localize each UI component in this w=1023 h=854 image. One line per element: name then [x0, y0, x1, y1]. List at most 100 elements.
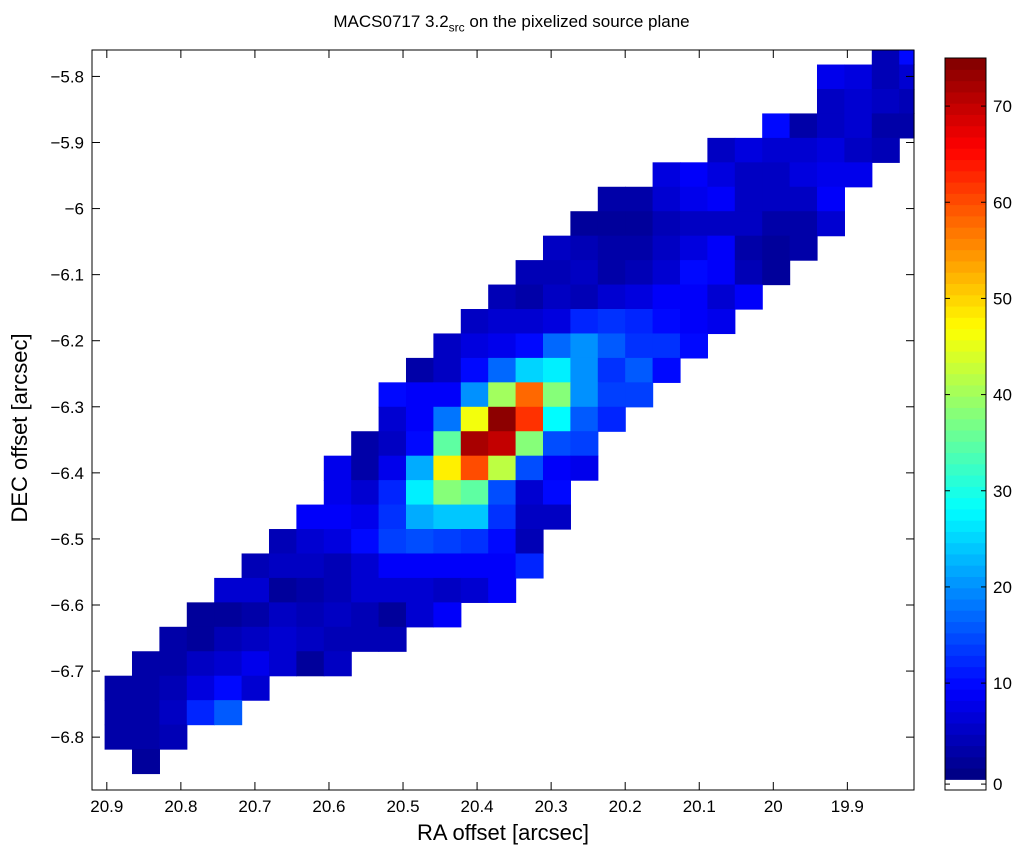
heatmap-cell — [625, 260, 654, 286]
heatmap-cell — [570, 284, 599, 310]
colorbar-segment — [945, 339, 986, 352]
heatmap-cell — [214, 626, 243, 652]
heatmap-cell — [433, 602, 462, 628]
colorbar-segment — [945, 756, 986, 769]
heatmap-cell — [433, 455, 462, 481]
heatmap-cell — [488, 529, 517, 555]
x-axis-label: RA offset [arcsec] — [416, 820, 589, 845]
heatmap-cell — [652, 235, 681, 261]
colorbar-segment — [945, 587, 986, 600]
colorbar-segment — [945, 452, 986, 465]
colorbar-tick-label: 60 — [993, 193, 1012, 212]
heatmap-cell — [241, 577, 270, 603]
y-tick-label: −6 — [65, 200, 84, 219]
heatmap-cell — [214, 675, 243, 701]
heatmap-cell — [405, 406, 434, 432]
colorbar-segment — [945, 215, 986, 228]
heatmap-cell — [405, 431, 434, 457]
heatmap-cell — [378, 406, 407, 432]
heatmap-cell — [789, 113, 818, 139]
heatmap-cell — [515, 504, 544, 530]
heatmap-cell — [652, 186, 681, 212]
heatmap-cell — [652, 284, 681, 310]
heatmap-cell — [734, 162, 763, 188]
heatmap-cell — [762, 211, 791, 237]
heatmap-cell — [351, 553, 380, 579]
heatmap-cell — [323, 553, 352, 579]
colorbar-tick-label: 10 — [993, 674, 1012, 693]
heatmap-cell — [679, 211, 708, 237]
heatmap-cell — [214, 602, 243, 628]
heatmap-cell — [433, 577, 462, 603]
y-tick-label: −6.7 — [50, 662, 84, 681]
heatmap-cell — [488, 284, 517, 310]
heatmap-cell — [351, 504, 380, 530]
y-tick-label: −6.5 — [50, 530, 84, 549]
colorbar-segment — [945, 69, 986, 82]
heatmap-cell — [652, 357, 681, 383]
heatmap-cell — [570, 382, 599, 408]
colorbar-segment — [945, 497, 986, 510]
heatmap-cell — [433, 406, 462, 432]
colorbar-segment — [945, 576, 986, 589]
colorbar-tick-label: 70 — [993, 97, 1012, 116]
x-tick-label: 20.5 — [386, 797, 419, 816]
heatmap-cell — [707, 260, 736, 286]
heatmap-cell — [597, 309, 626, 335]
heatmap-cell — [378, 480, 407, 506]
heatmap-cell — [542, 431, 571, 457]
heatmap-cell — [378, 455, 407, 481]
colorbar-segment — [945, 542, 986, 555]
heatmap-cell — [816, 211, 845, 237]
heatmap-cell — [241, 602, 270, 628]
colorbar-tick-label: 40 — [993, 386, 1012, 405]
colorbar-segment — [945, 520, 986, 532]
heatmap-cell — [296, 626, 325, 652]
heatmap-cell — [844, 88, 873, 115]
heatmap-cell — [679, 333, 708, 359]
heatmap-cell — [762, 235, 791, 261]
heatmap-cell — [570, 455, 599, 481]
heatmap-cell — [625, 211, 654, 237]
heatmap-cell — [405, 504, 434, 530]
heatmap-cell — [241, 651, 270, 677]
colorbar-segment — [945, 362, 986, 375]
heatmap-cell — [515, 431, 544, 457]
heatmap-cell — [652, 309, 681, 335]
heatmap-cell — [296, 553, 325, 579]
heatmap-cell — [625, 186, 654, 212]
colorbar-segment — [945, 193, 986, 206]
heatmap-cell — [789, 186, 818, 212]
heatmap-cell — [625, 382, 654, 408]
heatmap-cell — [707, 309, 736, 335]
colorbar-segment — [945, 373, 986, 386]
colorbar-segment — [945, 91, 986, 104]
heatmap-cell — [597, 284, 626, 310]
heatmap-cell — [405, 480, 434, 506]
colorbar-white-band — [945, 779, 986, 790]
colorbar-tick-label: 20 — [993, 578, 1012, 597]
heatmap-cell — [625, 284, 654, 310]
colorbar-segment — [945, 159, 986, 172]
heatmap-cell — [816, 162, 845, 188]
heatmap-cell — [597, 186, 626, 212]
heatmap-cell — [460, 577, 489, 603]
heatmap-cell — [542, 504, 571, 530]
heatmap-cell — [296, 602, 325, 628]
colorbar-segment — [945, 384, 986, 397]
y-tick-label: −6.2 — [50, 332, 84, 351]
colorbar-segment — [945, 294, 986, 307]
heatmap-cell — [652, 260, 681, 286]
heatmap-cell — [378, 577, 407, 603]
heatmap-cell — [762, 186, 791, 212]
heatmap-cell — [186, 675, 215, 701]
heatmap-cell — [241, 626, 270, 652]
y-tick-label: −6.6 — [50, 596, 84, 615]
colorbar-segment — [945, 644, 986, 656]
colorbar-segment — [945, 136, 986, 149]
heatmap-cell — [488, 480, 517, 506]
heatmap-cell — [405, 553, 434, 579]
heatmap-cell — [159, 700, 188, 726]
heatmap-cell — [104, 675, 133, 701]
colorbar-segment — [945, 655, 986, 668]
